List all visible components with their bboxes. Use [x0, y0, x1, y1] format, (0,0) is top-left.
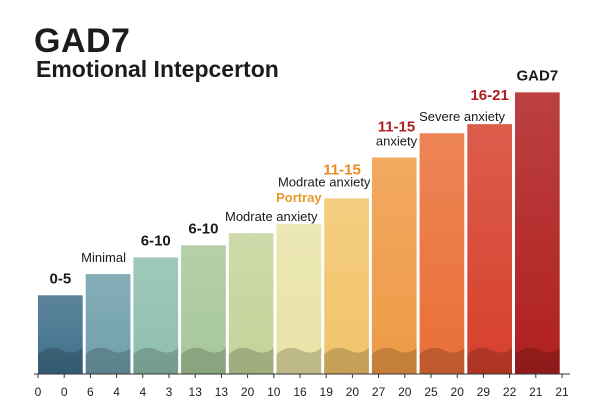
x-tick-label-6: 3 [166, 385, 173, 399]
bar-scenery-1 [38, 347, 83, 374]
bar-10 [467, 124, 512, 375]
chart-subtitle: Emotional Intepcerton [36, 56, 279, 82]
x-tick-label-8: 13 [215, 385, 229, 399]
bar-scenery-5 [228, 347, 274, 374]
bar-label-12: 16-21 [470, 87, 508, 104]
chart-title: GAD7 [34, 22, 131, 60]
bar-6 [276, 224, 322, 374]
x-tick-label-18: 29 [477, 385, 491, 399]
bar-label-1: 0-5 [50, 270, 72, 287]
x-tick-label-21: 21 [555, 385, 569, 399]
x-tick-label-16: 25 [424, 385, 438, 399]
x-tick-label-20: 21 [529, 385, 543, 399]
x-tick-label-17: 20 [451, 385, 465, 399]
bar-scenery-4 [181, 347, 226, 374]
bar-scenery-7 [324, 347, 369, 374]
bar-label-4: 6-10 [188, 220, 218, 237]
x-tick-label-12: 19 [320, 385, 334, 399]
x-tick-label-4: 4 [113, 385, 120, 399]
bar-label-3: 6-10 [141, 232, 171, 249]
bar-scenery-9 [419, 347, 465, 374]
bar-label-13: GAD7 [517, 67, 559, 84]
bar-5 [228, 233, 274, 374]
x-tick-label-13: 20 [346, 385, 360, 399]
x-tick-label-2: 0 [61, 385, 68, 399]
bar-scenery-2 [85, 347, 131, 374]
bar-4 [181, 245, 226, 374]
x-tick-label-5: 4 [139, 385, 146, 399]
x-tick-label-14: 27 [372, 385, 386, 399]
bar-3 [133, 257, 179, 374]
bar-scenery-6 [276, 347, 322, 374]
x-tick-label-9: 20 [241, 385, 255, 399]
bar-label-2: Minimal [81, 250, 126, 265]
x-tick-label-10: 10 [267, 385, 281, 399]
bar-label-6: Portray [276, 190, 322, 205]
bar-label-7: Modrate anxiety [278, 174, 371, 189]
bar-scenery-11 [515, 347, 560, 374]
x-tick-label-15: 20 [398, 385, 412, 399]
bar-8 [371, 157, 417, 374]
bar-7 [324, 198, 369, 374]
x-tick-label-1: 0 [35, 385, 42, 399]
x-tick-label-19: 22 [503, 385, 517, 399]
bar-scenery-10 [467, 347, 512, 374]
bar-label-8: 11-15 [323, 161, 361, 178]
x-tick-label-3: 6 [87, 385, 94, 399]
bar-11 [515, 92, 560, 374]
bar-2 [85, 274, 131, 374]
bar-9 [419, 133, 465, 374]
x-tick-label-7: 13 [189, 385, 203, 399]
bar-label-9: 11-15 [378, 118, 416, 135]
bar-label-11: Severe anxiety [419, 109, 505, 124]
bar-label-5: Modrate anxiety [225, 209, 318, 224]
bar-scenery-8 [371, 347, 417, 374]
bar-1 [38, 295, 83, 374]
bar-label-10: anxiety [376, 133, 418, 148]
x-tick-label-11: 16 [293, 385, 307, 399]
bar-scenery-3 [133, 347, 179, 374]
